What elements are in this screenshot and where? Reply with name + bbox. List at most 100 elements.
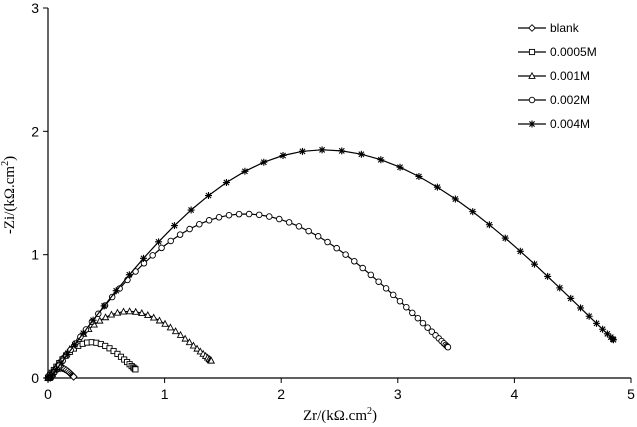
data-point-0.004M-25: [377, 156, 385, 164]
legend-marker-0.004M: [528, 120, 536, 128]
data-point-0.002M-51: [414, 314, 422, 322]
series-0.002M: [47, 210, 452, 382]
data-point-0.002M-21: [149, 252, 156, 259]
data-point-0.004M-42: [603, 330, 611, 338]
data-point-0.004M-19: [260, 158, 268, 166]
data-point-0.002M-45: [375, 278, 382, 285]
data-point-0.002M-39: [324, 238, 331, 246]
data-point-0.004M-16: [204, 192, 212, 200]
data-point-0.001M-31: [181, 334, 189, 342]
series-0.004M: [46, 146, 618, 382]
data-point-0.002M-22: [158, 244, 165, 252]
data-point-0.002M-31: [245, 210, 253, 218]
ticks: 0 1 2 3 4 5 0 1 2 3: [31, 0, 635, 402]
data-point-0.002M-41: [342, 251, 349, 258]
legend-marker-0.002M: [528, 96, 536, 104]
x-axis-title: Zr/(kΩ.cm2): [303, 406, 377, 424]
data-point-0.002M-33: [265, 213, 273, 220]
data-point-0.002M-43: [359, 264, 366, 272]
data-point-0.002M-35: [285, 219, 293, 226]
data-point-0.002M-53: [424, 324, 431, 331]
legend-marker-blank: [528, 24, 536, 32]
data-point-0.002M-62: [444, 343, 452, 351]
data-point-0.002M-25: [186, 225, 193, 233]
data-point-0.001M-20: [119, 307, 128, 315]
data-point-0.004M-1: [47, 373, 55, 381]
data-point-0.002M-30: [235, 210, 243, 218]
data-point-0.004M-6: [71, 341, 79, 349]
data-point-0.001M-25: [149, 313, 158, 321]
data-point-0.004M-4: [57, 359, 65, 367]
x-axis-title-sup: 2: [367, 406, 372, 417]
data-point-0.002M-48: [396, 297, 404, 305]
data-point-0.004M-11: [125, 271, 133, 279]
legend-label-0.001M: 0.001M: [550, 69, 590, 83]
legend-item-0.004M: 0.004M: [518, 117, 590, 131]
data-point-0.002M-24: [176, 231, 184, 238]
data-point-0.004M-12: [140, 254, 148, 262]
data-point-0.002M-38: [314, 233, 322, 240]
data-point-0.001M-34: [193, 344, 201, 352]
data-point-0.004M-22: [318, 146, 326, 154]
data-point-0.004M-18: [241, 167, 249, 175]
data-point-0.002M-50: [409, 309, 416, 317]
data-point-0.004M-26: [396, 163, 404, 171]
legend: blank 0.0005M 0.001M 0.002M 0.004M: [518, 21, 597, 131]
data-point-0.002M-49: [403, 303, 410, 311]
data-point-0.001M-27: [161, 319, 169, 327]
data-point-0.002M-29: [225, 211, 233, 219]
data-point-0.004M-17: [222, 179, 230, 187]
data-point-0.001M-17: [101, 313, 110, 321]
data-point-0.004M-13: [155, 238, 163, 246]
series-0.001M: [44, 307, 215, 381]
data-point-0.001M-26: [155, 316, 164, 324]
x-axis-title-tail: ): [372, 408, 377, 424]
data-point-0.004M-7: [79, 329, 87, 337]
data-point-0.002M-47: [389, 291, 397, 299]
x-tick-label-4: 4: [511, 386, 519, 402]
data-point-0.0005M-30: [132, 366, 139, 373]
data-point-0.001M-16: [96, 316, 104, 324]
data-point-0.004M-10: [112, 287, 120, 295]
data-point-0.004M-41: [599, 325, 607, 333]
data-point-blank-22: [69, 372, 78, 381]
y-axis-title-sup: 2: [0, 161, 11, 166]
data-point-0.001M-32: [185, 338, 194, 346]
data-point-0.002M-27: [205, 217, 213, 224]
data-point-0.004M-35: [544, 272, 552, 280]
data-point-0.004M-15: [187, 206, 195, 214]
data-point-0.004M-5: [63, 351, 71, 359]
x-tick-label-5: 5: [627, 386, 635, 402]
data-point-0.004M-21: [298, 147, 306, 155]
y-axis-title-main: -Zi/(kΩ.cm: [2, 166, 18, 235]
data-point-0.001M-42: [207, 356, 215, 364]
data-point-0.002M-23: [167, 237, 174, 245]
data-point-0.004M-38: [577, 304, 585, 312]
data-point-0.004M-24: [357, 150, 365, 158]
data-point-0.004M-36: [556, 284, 564, 292]
x-tick-label-2: 2: [277, 386, 285, 402]
y-tick-label-2: 2: [31, 123, 39, 139]
data-point-0.004M-20: [279, 151, 287, 159]
data-point-0.002M-44: [367, 271, 375, 279]
legend-item-0.0005M: 0.0005M: [518, 45, 597, 59]
legend-label-0.002M: 0.002M: [550, 93, 590, 107]
data-point-0.004M-27: [415, 172, 423, 180]
series-line-0.004M: [49, 149, 614, 379]
data-point-0.004M-8: [89, 316, 97, 324]
x-tick-label-3: 3: [394, 386, 402, 402]
data-point-0.002M-36: [295, 223, 303, 230]
axes: [47, 8, 631, 379]
data-point-0.001M-33: [189, 341, 198, 349]
data-point-0.002M-32: [255, 211, 263, 219]
data-point-0.004M-14: [170, 222, 178, 230]
data-point-0.004M-32: [501, 234, 509, 242]
data-point-0.002M-40: [333, 244, 340, 252]
data-point-0.002M-28: [215, 214, 223, 221]
y-tick-label-0: 0: [31, 370, 39, 386]
data-point-0.002M-52: [419, 319, 427, 327]
data-point-0.001M-28: [166, 323, 175, 331]
data-point-0.001M-18: [107, 310, 116, 318]
legend-item-blank: blank: [518, 21, 580, 35]
